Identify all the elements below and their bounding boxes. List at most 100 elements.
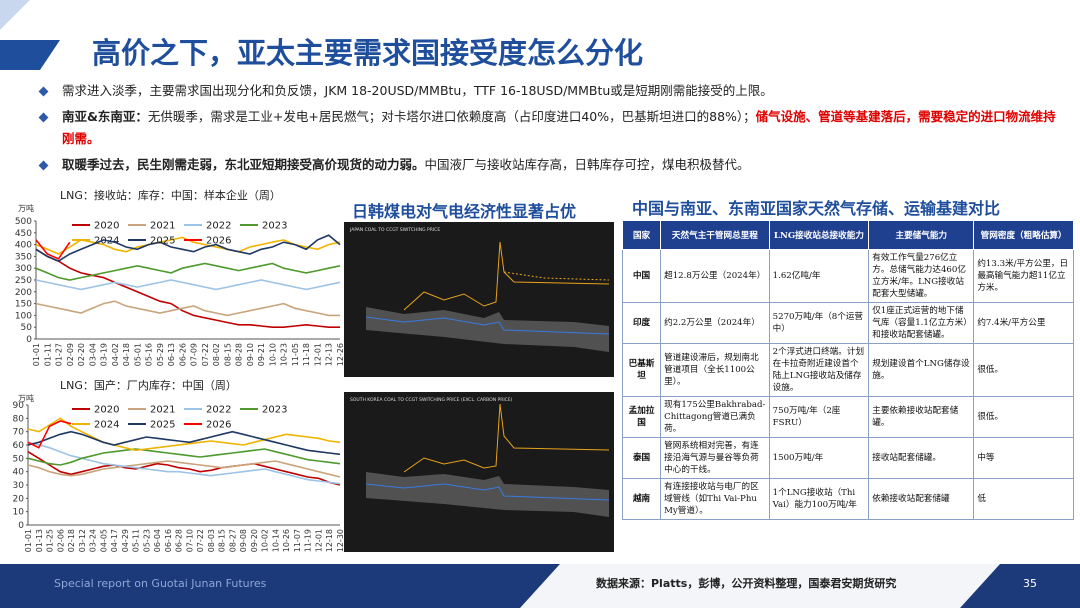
series-line: [27, 430, 341, 456]
x-tick-label: 01-01: [32, 343, 41, 366]
series-line: [35, 239, 71, 260]
legend-label: 2022: [206, 221, 231, 232]
x-tick-label: 04-17: [110, 529, 119, 552]
table-row: 泰国 管网系统相对完善，有连接沿海气源与曼谷等负荷中心的干线。 1500万吨/年 接收…: [621, 437, 1074, 479]
y-tick-label: 80: [13, 414, 25, 424]
x-tick-label: 08-15: [223, 343, 232, 366]
legend-label: 2023: [262, 221, 287, 232]
header-cell: LNG接收站总接收能力: [768, 220, 870, 250]
x-tick-label: 08-03: [207, 529, 216, 552]
series-line: [35, 279, 341, 291]
series-line: [27, 448, 341, 466]
table-cell: 750万吨/年（2座FSRU）: [768, 396, 870, 438]
screenshot-bg: [344, 222, 614, 377]
x-tick-label: 02-18: [67, 529, 76, 552]
footer-left: Special report on Guotai Junan Futures: [54, 577, 267, 590]
table-cell: 1.62亿吨/年: [768, 249, 870, 303]
x-tick-label: 08-27: [228, 529, 237, 552]
table-header: 国家 天然气主干管网总里程 LNG接收站总接收能力 主要储气能力 管网密度（粗略估算）: [621, 220, 1074, 250]
series-line: [27, 451, 341, 486]
x-tick-label: 08-15: [218, 529, 227, 552]
legend-label: 2021: [150, 221, 175, 232]
x-tick-label: 09-20: [250, 529, 259, 552]
x-tick-label: 12-30: [336, 529, 345, 552]
table-cell: 1个LNG接收站（Thi Vai）能力100万吨/年: [768, 478, 870, 520]
header-cell: 主要储气能力: [868, 220, 975, 250]
x-tick-label: 07-10: [185, 529, 194, 552]
series-line: [27, 420, 72, 449]
series-line: [27, 460, 341, 478]
y-tick-label: 150: [15, 300, 32, 310]
x-tick-label: 03-24: [89, 529, 98, 552]
bullet-text: 中国液厂与接收站库存高，日韩库存可控，煤电积极替代。: [424, 157, 750, 172]
header-cell: 管网密度（粗略估算）: [973, 220, 1074, 250]
corner-decoration: [0, 0, 60, 70]
bullet-text: 需求进入淡季，主要需求国出现分化和负反馈，JKM 18-20USD/MMBtu，…: [62, 83, 773, 98]
chevron: [0, 40, 60, 70]
x-tick-label: 12-18: [325, 529, 334, 552]
table-cell: 管网系统相对完善，有连接沿海气源与曼谷等负荷中心的干线。: [660, 437, 770, 479]
x-tick-label: 07-22: [201, 343, 210, 366]
x-tick-label: 12-01: [313, 343, 322, 366]
x-tick-label: 12-26: [336, 343, 345, 366]
x-tick-label: 02-20: [77, 343, 86, 366]
x-tick-label: 09-08: [239, 529, 248, 552]
table-cell: 低: [973, 478, 1074, 520]
y-tick-label: 300: [15, 264, 32, 274]
x-tick-label: 12-13: [325, 343, 334, 366]
legend-label: 2020: [94, 405, 119, 416]
table-cell: 超12.8万公里（2024年）: [660, 249, 770, 303]
y-tick-label: 40: [13, 468, 25, 478]
legend-label: 2025: [150, 236, 175, 247]
bullet-text: 南亚&东南亚：: [62, 109, 148, 124]
x-tick-label: 12-01: [314, 529, 323, 552]
x-tick-label: 04-18: [122, 343, 131, 366]
y-tick-label: 20: [13, 494, 25, 504]
table-cell: 有效工作气量276亿立方。总储气能力达460亿立方米/年。LNG接收站配套大型储…: [868, 249, 975, 303]
screenshot-bg: [344, 392, 614, 552]
legend-label: 2021: [150, 405, 175, 416]
table-cell: 中国: [621, 249, 662, 303]
y-tick-label: 500: [15, 217, 32, 227]
y-tick-label: 50: [21, 323, 33, 333]
band: [366, 307, 609, 352]
x-tick-label: 07-09: [190, 343, 199, 366]
table-cell: 约2.2万公里（2024年）: [660, 302, 770, 344]
table-cell: 管道建设滞后，规划南北管道项目（全长1100公里）。: [660, 343, 770, 397]
x-tick-label: 06-26: [178, 343, 187, 366]
table-cell: 印度: [621, 302, 662, 344]
legend-label: 2024: [94, 420, 119, 431]
table-cell: 孟加拉国: [621, 396, 662, 438]
table-cell: 约7.4米/平方公里: [973, 302, 1074, 344]
x-tick-label: 09-21: [257, 343, 266, 366]
bullet: 需求进入淡季，主要需求国出现分化和负反馈，JKM 18-20USD/MMBtu，…: [38, 80, 1068, 102]
band: [366, 472, 609, 517]
x-tick-label: 10-23: [280, 343, 289, 366]
series-line: [27, 417, 341, 452]
x-tick-label: 05-16: [145, 343, 154, 366]
header-cell: 国家: [621, 220, 662, 250]
table-cell: 中等: [973, 437, 1074, 479]
x-tick-label: 01-13: [35, 529, 44, 552]
table-cell: 有连接接收站与电厂的区域管线（如Thi Vai-Phu My管道）。: [660, 478, 770, 520]
x-tick-label: 04-02: [111, 343, 120, 366]
table-row: 印度 约2.2万公里（2024年） 5270万吨/年（8个运营中） 仅1座正式运营的地…: [621, 302, 1074, 344]
x-tick-label: 06-28: [175, 529, 184, 552]
y-tick-label: 0: [26, 335, 32, 345]
x-tick-label: 10-14: [271, 529, 280, 552]
table-cell: 很低。: [973, 396, 1074, 438]
x-tick-label: 11-18: [302, 343, 311, 366]
header-cell: 天然气主干管网总里程: [660, 220, 770, 250]
footer-panel: [520, 564, 1080, 608]
bullet-text: 无供暖季，需求是工业+发电+居民燃气；对卡塔尔进口依赖度高（占印度进口40%，巴…: [147, 109, 756, 124]
table-cell: 规划建设首个LNG储存设施。: [868, 343, 975, 397]
x-tick-label: 04-29: [121, 529, 130, 552]
page-number: 35: [1023, 577, 1037, 590]
x-tick-label: 05-23: [142, 529, 151, 552]
curve: [365, 483, 610, 501]
x-tick-label: 03-04: [88, 343, 97, 366]
x-tick-label: 10-02: [261, 529, 270, 552]
x-tick-label: 11-07: [293, 529, 302, 552]
chart-title: LNG：国产：厂内库存：中国（周）: [60, 378, 237, 392]
